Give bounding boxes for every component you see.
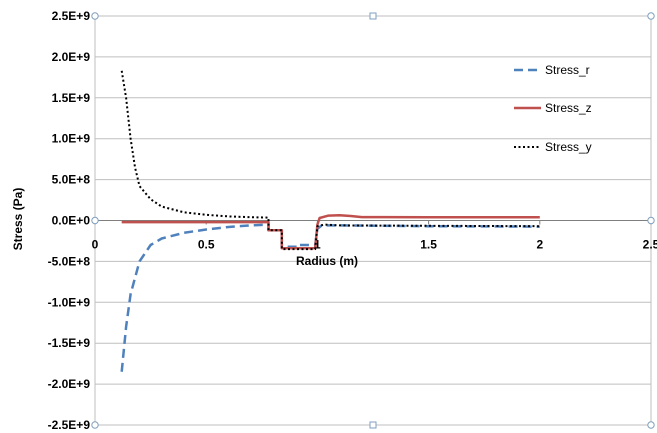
x-tick-label: 2.5 — [643, 238, 657, 252]
resize-handle[interactable] — [647, 421, 655, 429]
x-tick-label: 2 — [536, 238, 543, 252]
x-tick-label: 1 — [314, 238, 321, 252]
legend-label: Stress_r — [545, 63, 590, 77]
resize-handle[interactable] — [369, 12, 377, 20]
legend-label: Stress_y — [545, 140, 592, 154]
resize-handle[interactable] — [647, 216, 655, 225]
resize-handle[interactable] — [91, 216, 99, 225]
resize-handle[interactable] — [91, 12, 99, 20]
x-tick-label: 0 — [92, 238, 99, 252]
x-tick-label: 0.5 — [198, 238, 215, 252]
y-axis-title: Stress (Pa) — [11, 188, 25, 251]
y-axis-tick-labels: 2.5E+9 2.0E+9 1.5E+9 1.0E+9 5.0E+8 0.0E+0 -5.0… — [48, 9, 91, 432]
series-layer — [120, 70, 540, 372]
y-tick-label: 0.0E+0 — [52, 214, 91, 228]
y-tick-label: -1.5E+9 — [48, 336, 91, 350]
gridlines — [94, 15, 652, 426]
y-tick-label: -1.0E+9 — [48, 295, 91, 309]
y-tick-label: -5.0E+8 — [48, 254, 91, 268]
y-tick-label: 5.0E+8 — [52, 173, 91, 187]
legend: Stress_r Stress_z Stress_y — [514, 63, 592, 154]
y-tick-label: 2.5E+9 — [52, 9, 91, 23]
y-tick-label: 1.0E+9 — [52, 132, 91, 146]
series-line-stress-y — [120, 70, 540, 251]
legend-label: Stress_z — [545, 101, 592, 115]
x-axis-title: Radius (m) — [296, 254, 358, 268]
y-tick-label: -2.5E+9 — [48, 418, 91, 432]
resize-handle[interactable] — [91, 421, 99, 429]
y-tick-label: -2.0E+9 — [48, 377, 91, 391]
x-axis-tick-labels: 0 0.5 1 1.5 2 2.5 — [92, 220, 657, 252]
resize-handle[interactable] — [647, 12, 655, 20]
selection-handles — [91, 12, 655, 429]
y-tick-label: 1.5E+9 — [52, 91, 91, 105]
x-tick-label: 1.5 — [420, 238, 437, 252]
series-line-stress-r — [120, 223, 540, 372]
resize-handle[interactable] — [369, 421, 377, 429]
y-tick-label: 2.0E+9 — [52, 50, 91, 64]
